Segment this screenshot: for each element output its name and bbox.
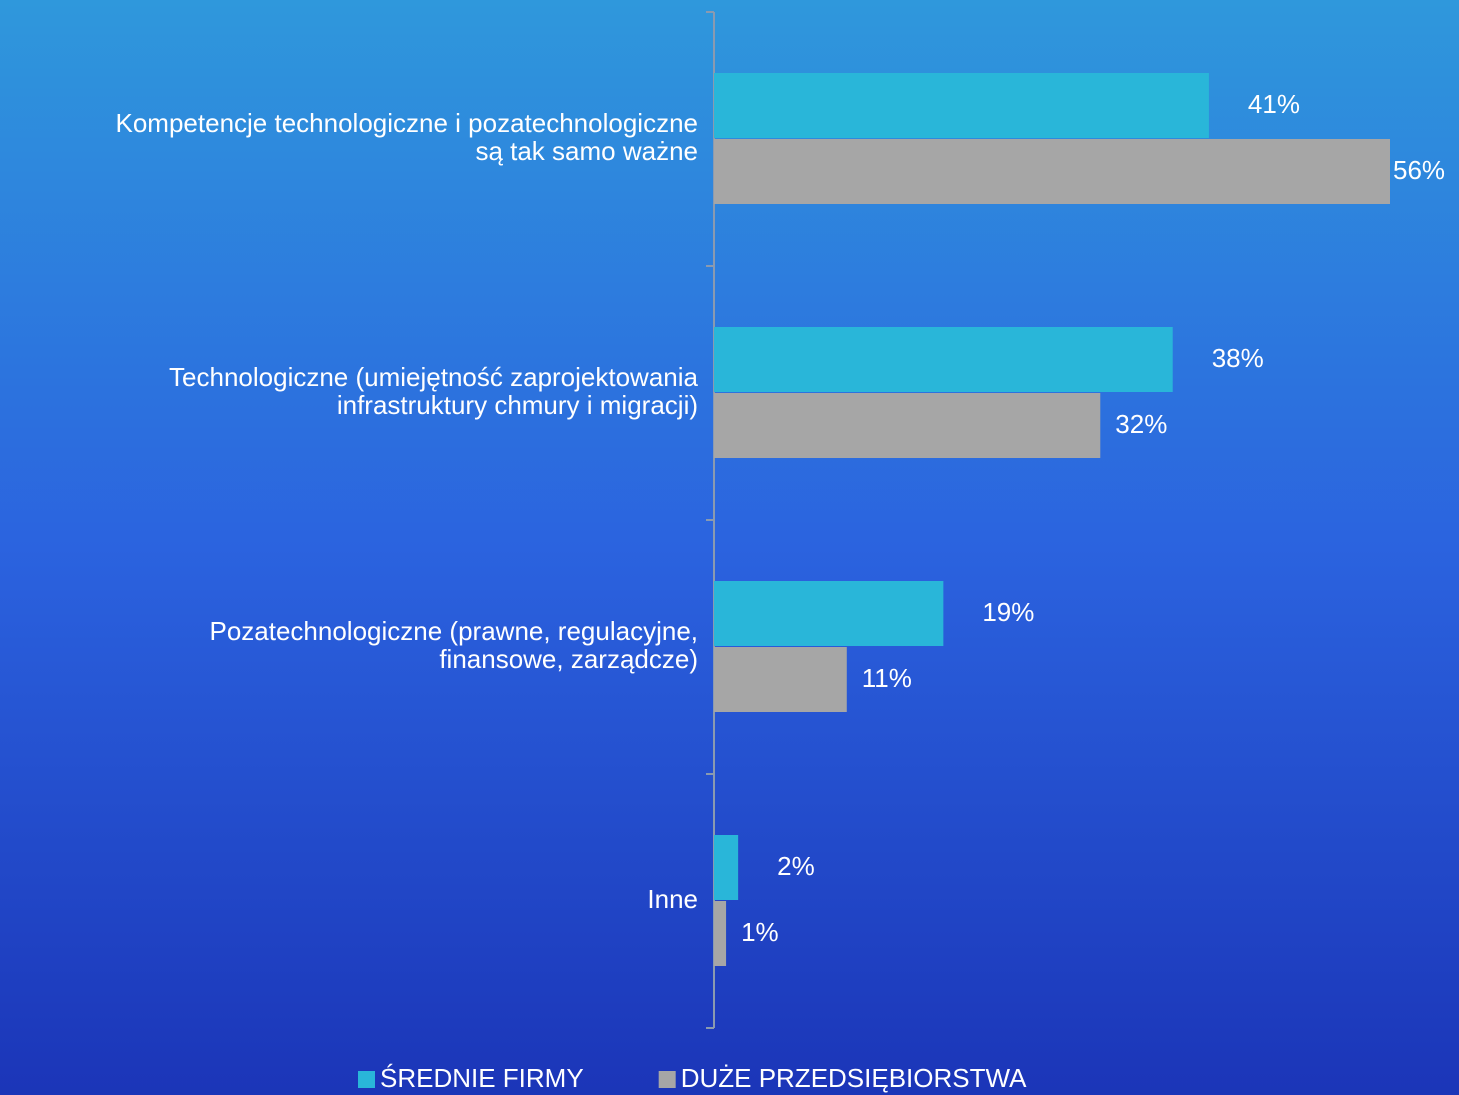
category-label: finansowe, zarządcze) — [439, 644, 698, 674]
category-label: Pozatechnologiczne (prawne, regulacyjne, — [209, 616, 698, 646]
value-label: 1% — [741, 917, 779, 947]
legend-label: ŚREDNIE FIRMY — [380, 1063, 584, 1093]
bar — [714, 327, 1173, 392]
legend-swatch — [358, 1071, 375, 1088]
value-label: 11% — [862, 663, 912, 693]
value-label: 32% — [1115, 409, 1167, 439]
bar — [714, 139, 1390, 204]
legend-swatch — [658, 1071, 676, 1088]
category-label: Kompetencje technologiczne i pozatechnol… — [116, 108, 699, 138]
bar — [714, 393, 1101, 458]
bar — [714, 901, 727, 966]
bar — [714, 835, 739, 900]
category-label: infrastruktury chmury i migracji) — [337, 390, 698, 420]
value-label: 19% — [982, 597, 1034, 627]
category-label: Inne — [647, 884, 698, 914]
value-label: 56% — [1393, 155, 1445, 185]
legend-label: DUŻE PRZEDSIĘBIORSTWA — [681, 1063, 1027, 1093]
bar — [714, 73, 1209, 138]
bar — [714, 647, 847, 712]
value-label: 2% — [777, 851, 815, 881]
category-label: są tak samo ważne — [475, 136, 698, 166]
category-label: Technologiczne (umiejętność zaprojektowa… — [169, 362, 699, 392]
bar — [714, 581, 944, 646]
value-label: 38% — [1212, 343, 1264, 373]
value-label: 41% — [1248, 89, 1300, 119]
